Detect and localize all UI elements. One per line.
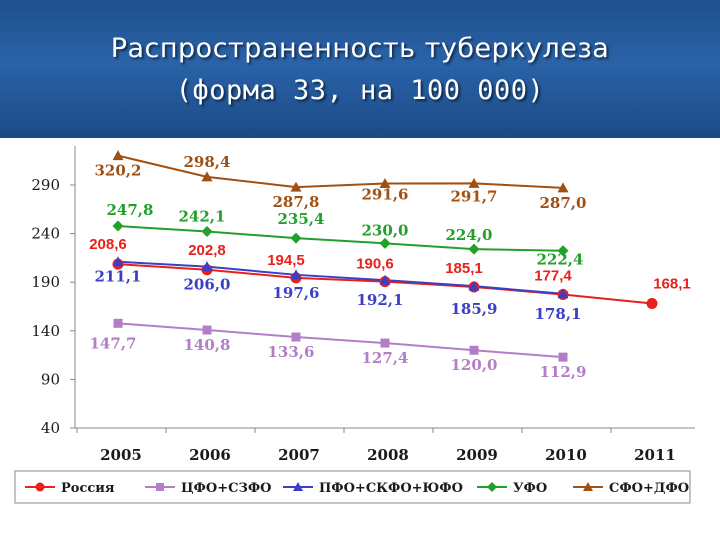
- data-label: 298,4: [184, 153, 231, 171]
- data-point: [468, 177, 480, 188]
- data-label: 190,6: [356, 256, 394, 273]
- data-label: 133,6: [268, 343, 315, 361]
- x-tick-label: 2007: [278, 446, 320, 464]
- data-point: [201, 171, 213, 182]
- slide-subtitle: (форма 33, на 100 000): [175, 75, 545, 106]
- data-point: [291, 332, 301, 342]
- series-line: [117, 260, 564, 295]
- series-line: [117, 225, 564, 252]
- legend-marker: [35, 482, 45, 492]
- y-tick-label: 90: [41, 370, 60, 388]
- legend-marker: [487, 482, 497, 492]
- data-point: [201, 261, 213, 272]
- data-point: [646, 297, 658, 309]
- data-point: [380, 338, 390, 348]
- data-point: [112, 150, 124, 161]
- data-point: [290, 181, 302, 192]
- legend-marker: [156, 483, 164, 491]
- legend-label: ЦФО+СЗФО: [181, 481, 272, 496]
- x-tick-label: 2008: [367, 446, 409, 464]
- data-label: 224,0: [446, 226, 493, 244]
- legend-label: СФО+ДФО: [609, 481, 689, 496]
- data-point: [557, 182, 569, 193]
- data-label: 185,9: [451, 300, 498, 318]
- data-label: 197,6: [273, 284, 320, 302]
- data-label: 291,7: [451, 187, 498, 205]
- data-label: 230,0: [362, 221, 409, 239]
- x-tick-label: 2009: [456, 446, 498, 464]
- data-label: 320,2: [95, 162, 142, 180]
- data-point: [112, 220, 124, 232]
- data-point: [379, 274, 391, 285]
- data-label: 287,0: [540, 194, 587, 212]
- x-tick-label: 2006: [189, 446, 231, 464]
- data-label: 222,4: [537, 251, 584, 269]
- data-label: 211,1: [95, 268, 142, 286]
- legend-marker: [583, 482, 593, 491]
- slide-header: Распространенность туберкулеза (форма 33…: [0, 0, 720, 138]
- data-label: 185,1: [445, 260, 483, 277]
- data-point: [112, 256, 124, 267]
- data-point: [379, 237, 391, 249]
- y-tick-label: 290: [31, 176, 60, 194]
- data-point: [290, 269, 302, 280]
- x-tick-label: 2010: [545, 446, 587, 464]
- series-line: [117, 154, 564, 189]
- data-label: 120,0: [451, 356, 498, 374]
- y-tick-label: 240: [31, 225, 60, 243]
- data-label: 127,4: [362, 349, 409, 367]
- data-label: 287,8: [273, 193, 320, 211]
- data-label: 291,6: [362, 185, 409, 203]
- y-tick-label: 40: [41, 419, 60, 437]
- data-label: 192,1: [357, 291, 404, 309]
- x-tick-label: 2005: [100, 446, 142, 464]
- data-label: 140,8: [184, 336, 231, 354]
- data-label: 177,4: [534, 267, 572, 284]
- legend-label: УФО: [513, 481, 547, 496]
- data-point: [290, 232, 302, 244]
- data-point: [469, 345, 479, 355]
- data-point: [558, 352, 568, 362]
- data-label: 178,1: [535, 305, 582, 323]
- data-point: [468, 243, 480, 255]
- data-point: [557, 245, 569, 257]
- data-label: 168,1: [653, 275, 691, 292]
- data-label: 208,6: [89, 236, 127, 253]
- data-label: 112,9: [540, 363, 587, 381]
- y-tick-label: 190: [31, 273, 60, 291]
- data-label: 147,7: [90, 334, 137, 352]
- data-label: 247,8: [107, 201, 154, 219]
- y-tick-label: 140: [31, 322, 60, 340]
- data-point: [379, 177, 391, 188]
- x-tick-label: 2011: [634, 446, 676, 464]
- data-point: [113, 318, 123, 328]
- data-label: 235,4: [278, 210, 325, 228]
- data-point: [557, 288, 569, 299]
- line-chart: 40 90 140 190 240 290 2005 2006 2007 2008 2009 2010…: [14, 146, 695, 504]
- data-label: 194,5: [267, 252, 305, 269]
- data-label: 202,8: [188, 242, 226, 259]
- legend-label: Россия: [61, 481, 115, 496]
- legend-label: ПФО+СКФО+ЮФО: [319, 481, 463, 496]
- data-point: [201, 226, 213, 238]
- data-label: 242,1: [179, 208, 226, 226]
- data-point: [202, 325, 212, 335]
- data-label: 206,0: [184, 276, 231, 294]
- data-point: [468, 280, 480, 291]
- slide-title: Распространенность туберкулеза: [110, 33, 610, 64]
- series-line: [117, 322, 564, 359]
- legend-marker: [293, 482, 303, 491]
